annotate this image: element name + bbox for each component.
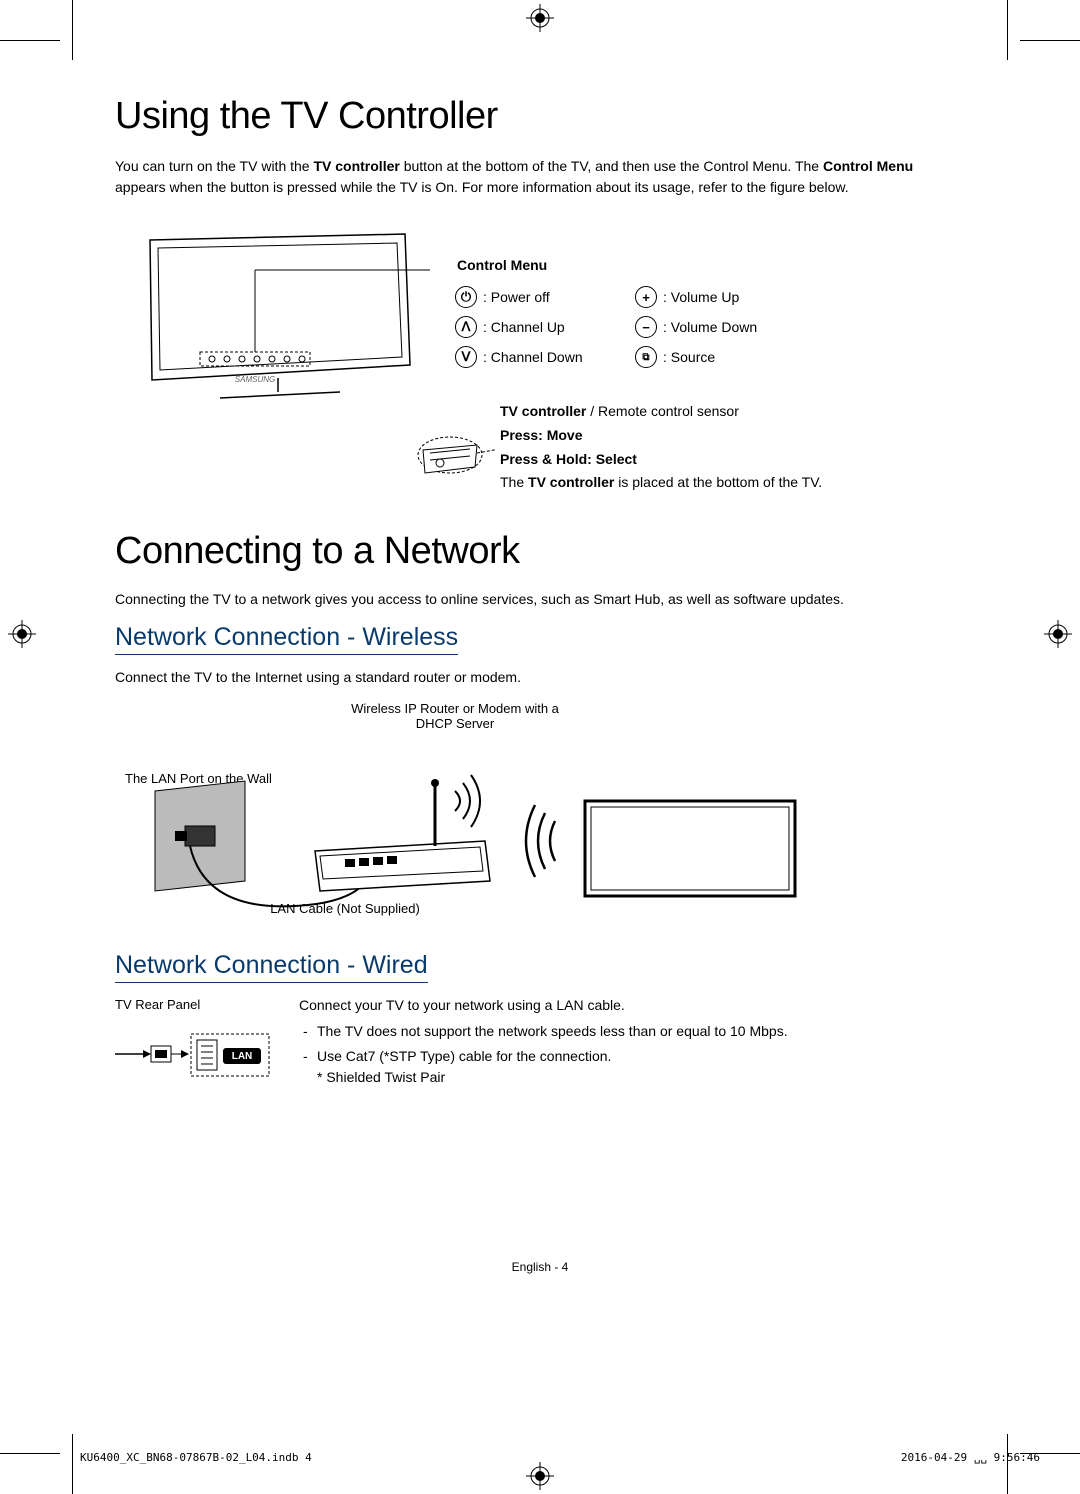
subsection-title: Network Connection - Wireless [115,623,458,655]
control-menu-label: Control Menu [457,257,547,273]
rear-panel-icon: LAN [115,1026,275,1081]
wired-list-item: Use Cat7 (*STP Type) cable for the conne… [299,1046,965,1088]
crop-mark [72,1434,73,1494]
chevron-down-icon: ᐯ [455,346,477,368]
controller-text: is placed at the bottom of the TV. [614,474,822,490]
intro-text: button at the bottom of the TV, and then… [400,158,823,174]
registration-mark-icon [526,4,554,32]
subsection-title: Network Connection - Wired [115,951,428,983]
svg-text:SAMSUNG: SAMSUNG [235,375,275,384]
crop-mark [1007,1434,1008,1494]
menu-label: : Channel Up [483,319,565,335]
intro-text: You can turn on the TV with the [115,158,313,174]
tv-illustration-icon: SAMSUNG [130,230,430,405]
crop-mark [72,0,73,60]
controller-diagram: SAMSUNG Control Menu ⏻ : Power off ᐱ : Cha… [115,220,965,500]
intro-bold: Control Menu [823,158,913,174]
controller-closeup-icon [405,405,495,485]
menu-column-2: + : Volume Up −: Volume Down ⧉ : Source [635,282,757,372]
registration-mark-icon [8,620,36,648]
router-label: Wireless IP Router or Modem with a DHCP … [345,701,565,731]
menu-label: : Volume Up [663,289,739,305]
chevron-up-icon: ᐱ [455,316,477,338]
menu-column-1: ⏻ : Power off ᐱ : Channel Up ᐯ : Channel Do… [455,282,583,372]
wired-list-item: The TV does not support the network spee… [299,1021,965,1042]
intro-text: appears when the button is pressed while… [115,179,849,195]
menu-label: : Channel Down [483,349,583,365]
intro-bold: TV controller [313,158,399,174]
plus-icon: + [635,286,657,308]
controller-bold: TV controller [500,403,586,419]
minus-icon: − [635,316,657,338]
network-intro: Connecting the TV to a network gives you… [115,591,965,607]
wired-paragraph: Connect your TV to your network using a … [299,997,965,1013]
intro-paragraph: You can turn on the TV with the TV contr… [115,156,965,198]
print-timestamp: 2016-04-29 ␣␣ 9:56:46 [901,1451,1040,1464]
menu-label: : Power off [483,289,550,305]
controller-text: The [500,474,528,490]
controller-bold: TV controller [528,474,614,490]
print-footer: KU6400_XC_BN68-07867B-02_L04.indb 4 2016… [80,1451,1040,1464]
section-title: Connecting to a Network [115,530,965,573]
page-title: Using the TV Controller [115,95,965,138]
menu-label: : Source [663,349,715,365]
wireless-diagram: Wireless IP Router or Modem with a DHCP … [115,701,965,931]
menu-label: : Volume Down [663,319,757,335]
rear-panel-block: TV Rear Panel LAN [115,997,275,1092]
rear-panel-label: TV Rear Panel [115,997,275,1012]
print-file: KU6400_XC_BN68-07867B-02_L04.indb 4 [80,1451,312,1464]
registration-mark-icon [1044,620,1072,648]
registration-mark-icon [526,1462,554,1490]
wired-section: TV Rear Panel LAN Connect your TV to you… [115,997,965,1092]
wired-text-block: Connect your TV to your network using a … [299,997,965,1092]
crop-mark [1007,0,1008,60]
wired-note: * Shielded Twist Pair [317,1069,445,1085]
crop-mark [1020,40,1080,41]
crop-mark [0,40,60,41]
controller-line: Press & Hold: Select [500,448,822,472]
wireless-paragraph: Connect the TV to the Internet using a s… [115,669,965,685]
controller-description: TV controller / Remote control sensor Pr… [500,400,822,495]
controller-text: / Remote control sensor [586,403,739,419]
wired-li2-text: Use Cat7 (*STP Type) cable for the conne… [317,1048,611,1064]
controller-line: Press: Move [500,424,822,448]
lan-badge-text: LAN [232,1051,253,1062]
source-icon: ⧉ [635,346,657,368]
crop-mark [0,1453,60,1454]
page-footer: English - 4 [0,1260,1080,1274]
power-icon: ⏻ [455,286,477,308]
wireless-illustration-icon [115,731,815,931]
